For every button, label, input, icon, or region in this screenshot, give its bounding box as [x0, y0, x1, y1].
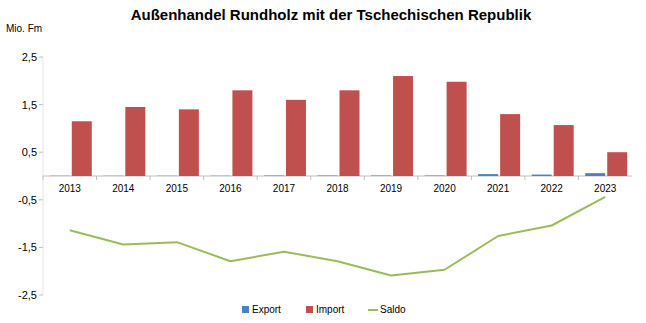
line	[70, 197, 605, 276]
y-tick-label: -1,5	[18, 241, 37, 253]
bar	[103, 175, 123, 176]
y-axis-label: Mio. Fm	[6, 23, 42, 34]
x-tick	[471, 176, 472, 180]
bar	[72, 121, 92, 176]
x-tick-label: 2016	[219, 183, 242, 194]
bar	[585, 173, 605, 176]
bar	[125, 107, 145, 176]
x-tick	[578, 176, 579, 180]
y-tick-label: 1,5	[22, 99, 37, 111]
x-tick	[203, 176, 204, 180]
bar	[232, 90, 252, 176]
x-tick	[524, 176, 525, 180]
y-axis-line	[43, 57, 44, 295]
bar	[447, 82, 467, 176]
legend: Export Import Saldo	[242, 304, 406, 315]
legend-swatch	[242, 306, 249, 313]
bar	[179, 109, 199, 176]
title: Außenhandel Rundholz mit der Tschechisch…	[131, 6, 532, 23]
bar	[532, 175, 552, 176]
bar	[210, 175, 230, 176]
y-tick	[39, 295, 43, 296]
y-tick	[39, 247, 43, 248]
x-tick	[96, 176, 97, 180]
chart-svg: Außenhandel Rundholz mit der Tschechisch…	[0, 0, 646, 323]
y-tick	[39, 152, 43, 153]
bar	[264, 175, 284, 176]
x-tick	[417, 176, 418, 180]
bar	[554, 125, 574, 176]
x-tick-label: 2013	[59, 183, 82, 194]
y-tick	[39, 104, 43, 105]
x-tick	[310, 176, 311, 180]
bar	[318, 175, 338, 176]
bar	[286, 100, 306, 176]
legend-label: Saldo	[380, 304, 406, 315]
bar	[393, 76, 413, 176]
x-tick-label: 2018	[326, 183, 349, 194]
bar	[607, 152, 627, 176]
x-tick	[257, 176, 258, 180]
x-tick-label: 2022	[541, 183, 564, 194]
legend-label: Import	[316, 304, 345, 315]
legend-swatch	[368, 309, 378, 311]
plot-marks	[50, 76, 627, 275]
x-tick-label: 2021	[487, 183, 510, 194]
bar	[500, 114, 520, 176]
y-tick-label: -2,5	[18, 289, 37, 301]
y-tick	[39, 57, 43, 58]
legend-swatch	[306, 306, 313, 313]
x-tick-label: 2019	[380, 183, 403, 194]
x-tick-label: 2014	[112, 183, 135, 194]
x-tick-label: 2015	[166, 183, 189, 194]
x-tick	[150, 176, 151, 180]
chart-container: Außenhandel Rundholz mit der Tschechisch…	[0, 0, 646, 323]
x-tick	[364, 176, 365, 180]
legend-label: Export	[252, 304, 281, 315]
y-tick-label: 0,5	[22, 146, 37, 158]
x-tick	[43, 176, 44, 180]
y-tick-label: 2,5	[22, 51, 37, 63]
x-tick-label: 2020	[433, 183, 456, 194]
bar	[478, 174, 498, 176]
y-tick-label: -0,5	[18, 194, 37, 206]
bar	[157, 175, 177, 176]
bar	[50, 175, 70, 176]
x-tick-label: 2017	[273, 183, 296, 194]
bar	[371, 175, 391, 176]
bar	[340, 90, 360, 176]
y-tick	[39, 199, 43, 200]
x-tick-label: 2023	[594, 183, 617, 194]
bar	[425, 175, 445, 176]
